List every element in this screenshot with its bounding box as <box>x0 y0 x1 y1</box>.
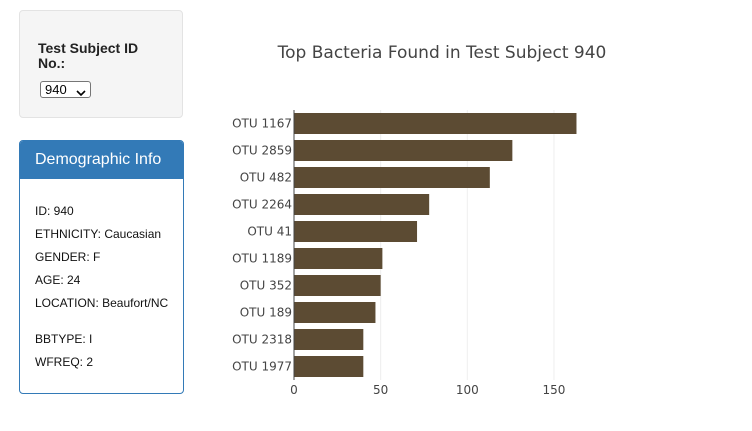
x-tick-label: 100 <box>456 383 479 397</box>
metadata-ethnicity: ETHNICITY: Caucasian <box>35 227 162 241</box>
demographic-info-panel: Demographic Info ID: 940 ETHNICITY: Cauc… <box>19 140 184 394</box>
metadata-id: ID: 940 <box>35 204 74 218</box>
bar-otu-189 <box>294 302 376 323</box>
y-tick-label: OTU 189 <box>240 306 292 320</box>
bar-otu-2859 <box>294 140 513 161</box>
bar-otu-2264 <box>294 194 430 215</box>
bar-otu-352 <box>294 275 381 296</box>
x-tick-label: 50 <box>373 383 388 397</box>
subject-id-select[interactable]: 940 <box>40 81 91 98</box>
metadata-location: LOCATION: Beaufort/NC <box>35 296 169 310</box>
metadata-gender: GENDER: F <box>35 250 101 264</box>
metadata-age: AGE: 24 <box>35 273 81 287</box>
y-tick-label: OTU 352 <box>240 279 292 293</box>
y-tick-label: OTU 482 <box>240 171 292 185</box>
y-tick-label: OTU 1977 <box>232 360 292 374</box>
y-tick-label: OTU 2859 <box>232 144 292 158</box>
bar-otu-1189 <box>294 248 383 269</box>
demographic-info-heading: Demographic Info <box>20 141 183 179</box>
metadata-wfreq: WFREQ: 2 <box>35 355 94 369</box>
bar-otu-2318 <box>294 329 364 350</box>
y-tick-label: OTU 1189 <box>232 252 292 266</box>
y-tick-label: OTU 2264 <box>232 198 292 212</box>
subject-id-selected-value: 940 <box>45 82 67 97</box>
subject-id-label: Test Subject ID No.: <box>38 40 139 71</box>
bar-otu-41 <box>294 221 418 242</box>
bar-otu-482 <box>294 167 490 188</box>
subject-selector-well: Test Subject ID No.: 940 <box>19 10 183 118</box>
bar-otu-1977 <box>294 356 364 377</box>
chart-title: Top Bacteria Found in Test Subject 940 <box>277 43 607 63</box>
y-tick-label: OTU 1167 <box>232 117 292 131</box>
metadata-bbtype: BBTYPE: I <box>35 332 93 346</box>
x-tick-label: 150 <box>542 383 565 397</box>
x-tick-label: 0 <box>290 383 298 397</box>
y-tick-label: OTU 41 <box>247 225 292 239</box>
chevron-down-icon <box>76 85 86 100</box>
bar-otu-1167 <box>294 113 577 134</box>
y-tick-label: OTU 2318 <box>232 333 292 347</box>
